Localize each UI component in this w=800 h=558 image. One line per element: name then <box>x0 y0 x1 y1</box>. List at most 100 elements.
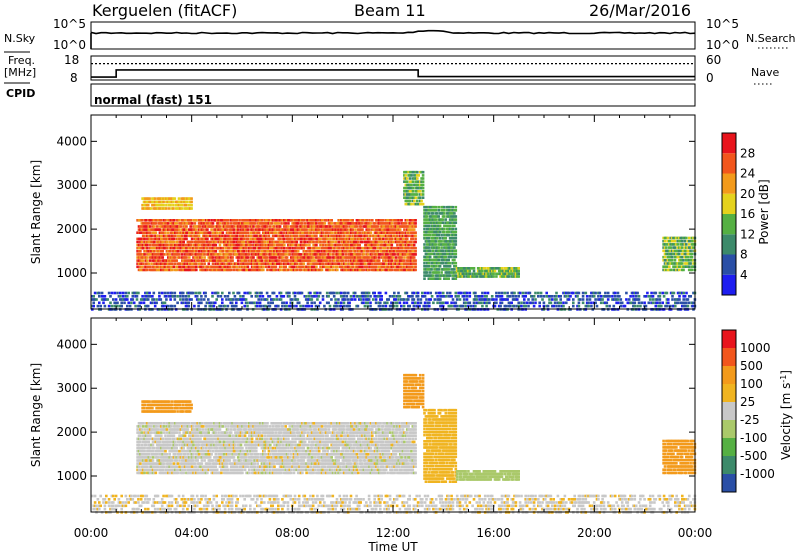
heatmap-cell <box>209 244 212 247</box>
heatmap-cell <box>347 241 350 244</box>
heatmap-cell <box>455 228 458 231</box>
heatmap-cell <box>488 298 491 301</box>
heatmap-cell <box>224 305 227 308</box>
heatmap-cell <box>351 228 354 231</box>
heatmap-cell <box>325 219 328 222</box>
heatmap-cell <box>379 235 382 238</box>
heatmap-cell <box>212 262 215 265</box>
heatmap-cell <box>279 238 282 241</box>
heatmap-cell <box>178 219 181 222</box>
heatmap-cell <box>195 219 198 222</box>
heatmap-cell <box>422 196 425 199</box>
heatmap-cell <box>243 292 246 295</box>
heatmap-cell <box>350 295 353 298</box>
heatmap-cell <box>559 302 562 305</box>
heatmap-cell <box>236 266 239 269</box>
heatmap-cell <box>424 292 427 295</box>
heatmap-cell <box>513 305 516 308</box>
heatmap-cell <box>437 215 440 218</box>
heatmap-cell <box>366 302 369 305</box>
heatmap-cell <box>547 305 550 308</box>
heatmap-cell <box>578 302 581 305</box>
heatmap-cell <box>691 269 694 272</box>
heatmap-cell <box>321 269 324 272</box>
heatmap-cell <box>436 212 439 215</box>
heatmap-cell <box>445 295 448 298</box>
heatmap-cell <box>540 292 543 295</box>
heatmap-cell <box>213 305 216 308</box>
heatmap-cell <box>414 247 417 250</box>
heatmap-cell <box>288 292 291 295</box>
heatmap-cell <box>340 235 343 238</box>
heatmap-cell <box>396 305 399 308</box>
heatmap-cell <box>284 222 287 225</box>
heatmap-cell <box>329 250 332 253</box>
heatmap-cell <box>442 292 445 295</box>
heatmap-cell <box>344 262 347 265</box>
heatmap-cell <box>237 228 240 231</box>
heatmap-cell <box>247 225 250 228</box>
heatmap-cell <box>175 269 178 272</box>
heatmap-cell <box>178 256 181 259</box>
heatmap-cell <box>322 244 325 247</box>
heatmap-cell <box>540 295 543 298</box>
heatmap-cell <box>305 244 308 247</box>
heatmap-cell <box>524 295 527 298</box>
heatmap-cell <box>531 302 534 305</box>
heatmap-cell <box>203 298 206 301</box>
heatmap-cell <box>363 253 366 256</box>
heatmap-cell <box>134 305 137 308</box>
heatmap-cell <box>445 218 448 221</box>
heatmap-cell <box>403 302 406 305</box>
heatmap-cell <box>449 243 452 246</box>
heatmap-cell <box>406 302 409 305</box>
heatmap-cell <box>469 273 472 276</box>
heatmap-cell <box>276 298 279 301</box>
heatmap-cell <box>347 219 350 222</box>
heatmap-cell <box>407 298 410 301</box>
heatmap-cell <box>195 262 198 265</box>
heatmap-cell <box>427 292 430 295</box>
heatmap-cell <box>416 200 419 203</box>
heatmap-cell <box>220 305 223 308</box>
heatmap-cell <box>127 302 130 305</box>
heatmap-cell <box>294 295 297 298</box>
heatmap-cell <box>204 292 207 295</box>
heatmap-cell <box>146 269 149 272</box>
heatmap-cell <box>273 225 276 228</box>
heatmap-cell <box>447 234 450 237</box>
heatmap-cell <box>417 174 420 177</box>
heatmap-cell <box>414 302 417 305</box>
heatmap-cell <box>143 302 146 305</box>
heatmap-cell <box>300 269 303 272</box>
heatmap-cell <box>443 215 446 218</box>
heatmap-cell <box>406 238 409 241</box>
heatmap-cell <box>329 253 332 256</box>
nave-label: Nave <box>751 66 779 79</box>
heatmap-cell <box>199 225 202 228</box>
heatmap-cell <box>191 253 194 256</box>
heatmap-cell <box>266 225 269 228</box>
heatmap-cell <box>485 295 488 298</box>
heatmap-cell <box>377 225 380 228</box>
heatmap-cell <box>360 235 363 238</box>
heatmap-cell <box>316 292 319 295</box>
heatmap-cell <box>169 204 172 207</box>
heatmap-cell <box>233 231 236 234</box>
heatmap-cell <box>421 292 424 295</box>
heatmap-cell <box>391 244 394 247</box>
heatmap-cell <box>155 222 158 225</box>
heatmap-cell <box>97 305 100 308</box>
heatmap-cell <box>667 237 670 240</box>
heatmap-cell <box>681 262 684 265</box>
heatmap-cell <box>149 244 152 247</box>
heatmap-cell <box>538 305 541 308</box>
heatmap-cell <box>172 201 175 204</box>
heatmap-cell <box>326 292 329 295</box>
heatmap-cell <box>167 231 170 234</box>
heatmap-cell <box>303 247 306 250</box>
heatmap-cell <box>397 292 400 295</box>
heatmap-cell <box>127 292 130 295</box>
heatmap-cell <box>165 204 168 207</box>
heatmap-cell <box>249 244 252 247</box>
